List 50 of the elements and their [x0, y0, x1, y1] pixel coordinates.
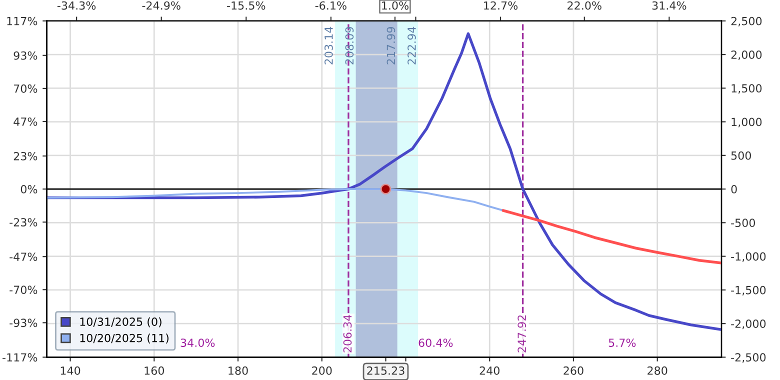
y-tick-label: 47% — [14, 117, 38, 126]
x2-tick-label: 1.0% — [382, 1, 408, 10]
y-tick-label: 23% — [14, 152, 38, 160]
y2-tick-label: 0 — [731, 185, 737, 194]
x-tick-label: 140 — [60, 366, 80, 375]
x2-tick-label: 22.0% — [568, 1, 602, 10]
x2-tick-label: -34.3% — [57, 1, 96, 10]
y2-tick-label: 1,500 — [732, 84, 762, 94]
y-tick-label: -70% — [10, 286, 38, 294]
y-tick-label: 0% — [20, 185, 38, 194]
y-tick-label: -93% — [10, 318, 38, 328]
y2-tick-label: -1,000 — [731, 252, 766, 262]
line-series — [502, 209, 722, 264]
x-tick-label: 160 — [144, 366, 164, 375]
y2-tick-label: -2,500 — [731, 353, 766, 363]
x-tick-label: 260 — [564, 366, 584, 375]
y2-tick-label: 1,000 — [732, 118, 762, 128]
annotation: 5.7% — [608, 338, 636, 347]
x2-tick-label: -15.5% — [227, 1, 266, 10]
y-tick-label: 70% — [14, 84, 38, 93]
x2-tick-label: -24.9% — [142, 1, 180, 10]
x-tick-label: 215.23 — [367, 366, 404, 375]
y-tick-label: 117% — [7, 16, 38, 26]
x-tick-label: 200 — [312, 366, 332, 375]
annotation: 34.0% — [180, 338, 215, 347]
ref-line-label: 206.34 — [343, 314, 352, 352]
x-tick-label: 180 — [228, 366, 248, 375]
x2-tick-label: 31.4% — [652, 1, 686, 10]
y-tick-label: 93% — [14, 51, 38, 60]
annotation: 203.14 — [324, 26, 333, 64]
legend-label: 10/31/2025 (0) — [80, 317, 162, 328]
annotation: 60.4% — [418, 338, 453, 347]
y2-tick-label: -2,000 — [731, 320, 766, 330]
y-tick-label: -47% — [10, 252, 38, 261]
x-tick-label: 280 — [648, 366, 668, 375]
x2-tick-label: -6.1% — [315, 1, 346, 10]
x2-tick-label: 12.7% — [484, 1, 518, 10]
y-tick-label: -23% — [10, 218, 38, 226]
legend-label: 10/20/2025 (11) — [80, 334, 168, 344]
y-tick-label: -117% — [2, 353, 38, 362]
y2-tick-label: 2,000 — [731, 50, 762, 60]
y2-tick-label: 2,500 — [731, 16, 762, 26]
y2-tick-label: 500 — [731, 151, 751, 160]
y2-tick-label: -500 — [731, 218, 756, 228]
ref-line-label: 247.92 — [518, 315, 526, 352]
x-tick-label: 240 — [480, 366, 500, 375]
y2-tick-label: -1,500 — [731, 286, 766, 296]
annotation: 208.09 — [345, 27, 354, 64]
annotation: 222.94 — [408, 26, 416, 64]
annotation: 217.99 — [386, 27, 396, 64]
